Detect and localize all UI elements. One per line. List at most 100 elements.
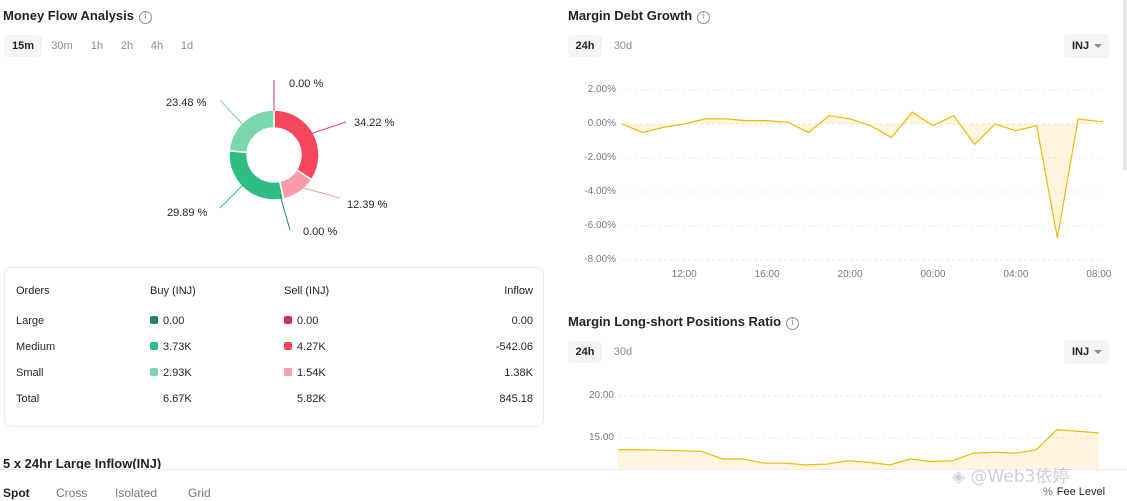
percent-icon: % [1043, 486, 1053, 498]
series-line [618, 428, 1099, 466]
leader-line [299, 186, 341, 199]
donut-slice[interactable] [228, 109, 275, 154]
x-tick-label: 04:00 [1003, 269, 1029, 280]
donut-label-large-buy: 0.00 % [303, 226, 338, 238]
tab-15m[interactable]: 15m [4, 35, 42, 57]
table-row-total: Total 6.67K 5.82K 845.18 [5, 386, 545, 412]
donut-label-medium-buy: 29.89 % [167, 207, 208, 219]
table-row: Large 0.00 0.00 0.00 [5, 308, 545, 334]
bottom-tab-isolated[interactable]: Isolated [115, 486, 158, 500]
margin-debt-title: Margin Debt Growth i [568, 8, 711, 24]
tab-4h[interactable]: 4h [150, 40, 164, 52]
watermark: ◈ @Web3依婷 [952, 462, 1069, 487]
tab-30m[interactable]: 30m [51, 40, 73, 52]
row-label: Large [16, 315, 45, 327]
tab-30d[interactable]: 30d [613, 346, 633, 358]
tab-24h[interactable]: 24h [568, 341, 602, 363]
donut-label-medium-sell: 34.22 % [354, 117, 395, 129]
y-tick-label: 2.00% [587, 84, 616, 95]
buy-dot [150, 342, 158, 350]
bottom-tab-spot[interactable]: Spot [3, 486, 30, 500]
asset-select[interactable]: INJ [1064, 340, 1109, 364]
watermark-text: @Web3依婷 [970, 467, 1070, 487]
x-tick-label: 20:00 [837, 269, 863, 280]
header-sell: Sell (INJ) [284, 285, 330, 297]
table-header: Orders Buy (INJ) Sell (INJ) Inflow [5, 278, 545, 304]
sell-cell: 4.27K [284, 334, 326, 360]
buy-dot [150, 316, 158, 324]
buy-cell: 3.73K [150, 334, 192, 360]
x-tick-label: 08:00 [1086, 269, 1112, 280]
buy-value: 0.00 [163, 315, 185, 327]
row-label: Small [16, 367, 44, 379]
watermark-logo-icon: ◈ [952, 467, 971, 487]
y-tick-label: -2.00% [584, 152, 616, 163]
fee-level-link[interactable]: % Fee Level [1043, 486, 1105, 498]
money-flow-donut [219, 80, 347, 231]
donut-label-large-sell: 0.00 % [289, 78, 324, 90]
long-short-title-text: Margin Long-short Positions Ratio [568, 314, 782, 329]
header-orders: Orders [16, 285, 50, 297]
buy-value: 6.67K [163, 393, 192, 405]
sell-cell: 1.54K [284, 360, 326, 386]
x-tick-label: 16:00 [754, 269, 780, 280]
sell-dot [284, 316, 292, 324]
chevron-down-icon [1094, 350, 1102, 354]
bottom-bar [0, 469, 1127, 501]
tab-2h[interactable]: 2h [120, 40, 134, 52]
bottom-tab-grid[interactable]: Grid [188, 486, 211, 500]
fee-level-label: Fee Level [1056, 486, 1106, 498]
sell-value: 0.00 [297, 315, 319, 327]
y-tick-label: 0.00% [587, 118, 616, 129]
bottom-tab-cross[interactable]: Cross [56, 486, 88, 500]
inflow-value: -542.06 [495, 341, 533, 353]
y-tick-label: -8.00% [584, 254, 616, 265]
tab-24h[interactable]: 24h [568, 35, 602, 57]
tab-1h[interactable]: 1h [90, 40, 104, 52]
info-icon[interactable]: i [139, 11, 152, 24]
inflow-value: 845.18 [499, 393, 533, 405]
margin-debt-title-text: Margin Debt Growth [568, 8, 693, 23]
leader-line [279, 194, 291, 231]
donut-label-small-sell: 12.39 % [347, 199, 388, 211]
grid [622, 89, 1103, 261]
tab-30d[interactable]: 30d [613, 40, 633, 52]
leader-line [309, 121, 347, 135]
x-tick-label: 00:00 [920, 269, 946, 280]
sell-dot [284, 342, 292, 350]
chevron-down-icon [1094, 44, 1102, 48]
table-row: Medium 3.73K 4.27K -542.06 [5, 334, 545, 360]
asset-select[interactable]: INJ [1064, 34, 1109, 58]
money-flow-title-text: Money Flow Analysis [3, 8, 134, 23]
orders-table: Orders Buy (INJ) Sell (INJ) Inflow Large… [4, 267, 544, 427]
y-tick-label: 15.00 [588, 432, 614, 443]
row-label: Total [16, 393, 40, 405]
series-line [621, 111, 1103, 239]
sell-cell: 0.00 [284, 308, 318, 334]
asset-select-value: INJ [1072, 40, 1090, 52]
row-label: Medium [16, 341, 56, 353]
header-inflow: Inflow [504, 285, 533, 297]
info-icon[interactable]: i [697, 11, 711, 24]
sell-value: 1.54K [297, 367, 326, 379]
inflow-value: 0.00 [511, 315, 533, 327]
donut-slice[interactable] [228, 149, 285, 201]
buy-cell: 2.93K [150, 360, 192, 386]
info-icon[interactable]: i [786, 317, 800, 330]
tab-1d[interactable]: 1d [180, 40, 194, 52]
scrollbar[interactable] [1123, 0, 1127, 170]
series-area [622, 112, 1103, 238]
sell-value: 4.27K [297, 341, 326, 353]
table-row: Small 2.93K 1.54K 1.38K [5, 360, 545, 386]
buy-value: 2.93K [163, 367, 192, 379]
buy-value: 3.73K [163, 341, 192, 353]
sell-value: 5.82K [297, 393, 326, 405]
header-buy: Buy (INJ) [150, 285, 196, 297]
long-short-title: Margin Long-short Positions Ratio i [568, 314, 800, 330]
donut-label-small-buy: 23.48 % [166, 97, 207, 109]
inflow-value: 1.38K [504, 367, 533, 379]
leader-line [219, 183, 245, 209]
sell-dot [284, 368, 292, 376]
large-inflow-title: 5 x 24hr Large Inflow(INJ) [3, 456, 162, 471]
buy-dot [150, 368, 158, 376]
